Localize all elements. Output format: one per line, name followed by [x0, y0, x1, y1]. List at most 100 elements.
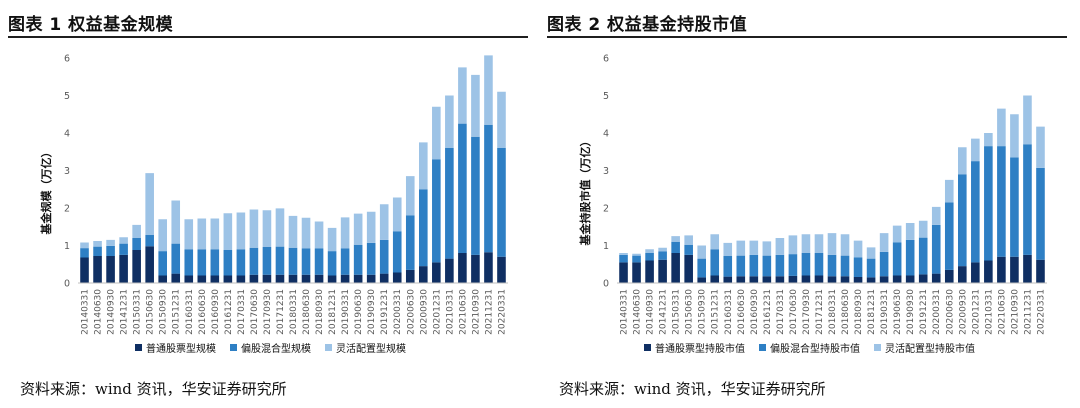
left-bar-2 [432, 159, 441, 263]
right-source-note: 资料来源：wind 资讯，华安证券研究所 [559, 380, 826, 398]
left-bar-1 [327, 275, 337, 283]
left-bar-3 [197, 218, 207, 250]
left-x-tick-label: 20180331 [289, 289, 299, 335]
left-bar-1 [236, 275, 246, 283]
right-bar-2 [984, 146, 993, 261]
right-x-tick-label: 20190930 [906, 289, 916, 335]
left-bar-2 [93, 246, 102, 257]
left-bar-3 [497, 91, 506, 148]
left-bar-3 [419, 142, 428, 190]
right-bar-1 [879, 276, 889, 283]
right-bar-1 [749, 276, 759, 283]
right-bar-2 [775, 254, 785, 277]
right-bar-1 [619, 262, 628, 284]
left-bar-3 [366, 211, 376, 243]
right-bar-3 [971, 138, 980, 162]
right-bar-chart: 0 1 2 3 4 5 6 基金持股市值（万亿） 20140331 20140630 2014093… [578, 54, 1047, 335]
left-bar-1 [171, 273, 181, 284]
left-legend-swatch [135, 344, 142, 351]
left-bar-3 [93, 241, 102, 247]
right-bar-2 [931, 224, 941, 274]
left-bar-1 [366, 274, 376, 283]
right-bar-1 [814, 275, 824, 283]
right-bar-3 [905, 223, 915, 240]
right-bar-3 [918, 220, 928, 238]
left-y-axis-label: 基金规模（万亿） [39, 147, 53, 236]
right-x-tick-label: 20140630 [633, 289, 643, 335]
right-bar-3 [1010, 114, 1019, 158]
right-bar-3 [958, 147, 967, 175]
left-bar-1 [158, 275, 167, 283]
left-bar-2 [497, 148, 506, 257]
left-y-tick-label: 0 [64, 279, 70, 290]
left-bar-2 [366, 242, 376, 275]
right-x-tick-label: 20180331 [828, 289, 838, 335]
left-bar-1 [392, 272, 402, 283]
right-x-tick-label: 20160630 [737, 289, 747, 335]
right-x-tick-label: 20140930 [646, 289, 656, 335]
left-bar-3 [158, 219, 167, 252]
right-x-tick-label: 20200930 [958, 289, 968, 335]
left-bar-2 [458, 123, 467, 254]
left-x-tick-label: 20171231 [276, 289, 286, 335]
right-bar-1 [853, 277, 863, 283]
left-bar-2 [223, 250, 233, 276]
left-bar-1 [106, 256, 115, 283]
right-bar-2 [671, 241, 680, 253]
left-x-tick-label: 20190630 [354, 289, 364, 335]
left-legend: 普通股票型规模 偏股混合型规模 灵活配置型规模 [8, 340, 533, 355]
left-bar-2 [314, 248, 324, 275]
right-bar-2 [840, 255, 850, 277]
right-bar-2 [658, 251, 667, 260]
left-bar-2 [145, 235, 154, 247]
right-bar-2 [853, 257, 863, 277]
left-bar-2 [80, 248, 89, 258]
left-bar-2 [106, 245, 115, 257]
right-x-tick-label: 20191231 [919, 289, 929, 335]
right-bar-2 [762, 255, 772, 277]
left-x-tick-label: 20160331 [185, 289, 195, 335]
left-bar-3 [484, 55, 493, 125]
right-bar-3 [684, 235, 693, 245]
right-bar-2 [736, 255, 746, 277]
left-bar-1 [314, 274, 324, 283]
left-bar-2 [119, 243, 128, 255]
left-bar-3 [106, 239, 115, 246]
left-bar-1 [93, 256, 102, 283]
right-bar-1 [944, 269, 954, 284]
right-bar-3 [1023, 95, 1032, 145]
right-bar-1 [645, 260, 654, 283]
left-bar-3 [471, 74, 480, 137]
left-bar-3 [458, 67, 467, 124]
left-x-tick-label: 20150630 [146, 289, 156, 335]
left-x-tick-label: 20200930 [419, 289, 429, 335]
right-bar-2 [958, 174, 967, 267]
left-figure-title: 图表 1 权益基金规模 [8, 15, 174, 35]
left-x-tick-label: 20160630 [198, 289, 208, 335]
right-x-tick-label: 20161231 [763, 289, 773, 335]
right-bar-1 [1036, 259, 1045, 283]
left-bar-3 [327, 227, 337, 252]
left-x-tick-label: 20200630 [406, 289, 416, 335]
right-x-tick-label: 20160331 [724, 289, 734, 335]
right-bar-2 [944, 202, 954, 270]
right-bar-2 [710, 249, 720, 276]
left-x-tick-label: 20220331 [497, 289, 507, 335]
right-y-tick-label: 3 [603, 166, 609, 177]
right-bar-3 [736, 240, 746, 256]
right-x-tick-label: 20171231 [815, 289, 825, 335]
right-x-tick-label: 20200331 [932, 289, 942, 335]
right-bar-3 [697, 245, 706, 259]
left-bar-2 [288, 247, 298, 275]
right-bar-2 [749, 254, 759, 277]
right-figure-title: 图表 2 权益基金持股市值 [547, 15, 748, 35]
left-x-tick-label: 20160930 [211, 289, 221, 335]
right-bar-2 [1036, 167, 1045, 260]
left-x-tick-label: 20150930 [159, 289, 169, 335]
left-legend-label: 偏股混合型规模 [241, 344, 311, 355]
left-bar-3 [432, 106, 441, 160]
right-bar-1 [866, 277, 876, 284]
left-bar-3 [314, 221, 324, 249]
left-bar-3 [145, 173, 154, 236]
left-bar-2 [484, 124, 493, 253]
